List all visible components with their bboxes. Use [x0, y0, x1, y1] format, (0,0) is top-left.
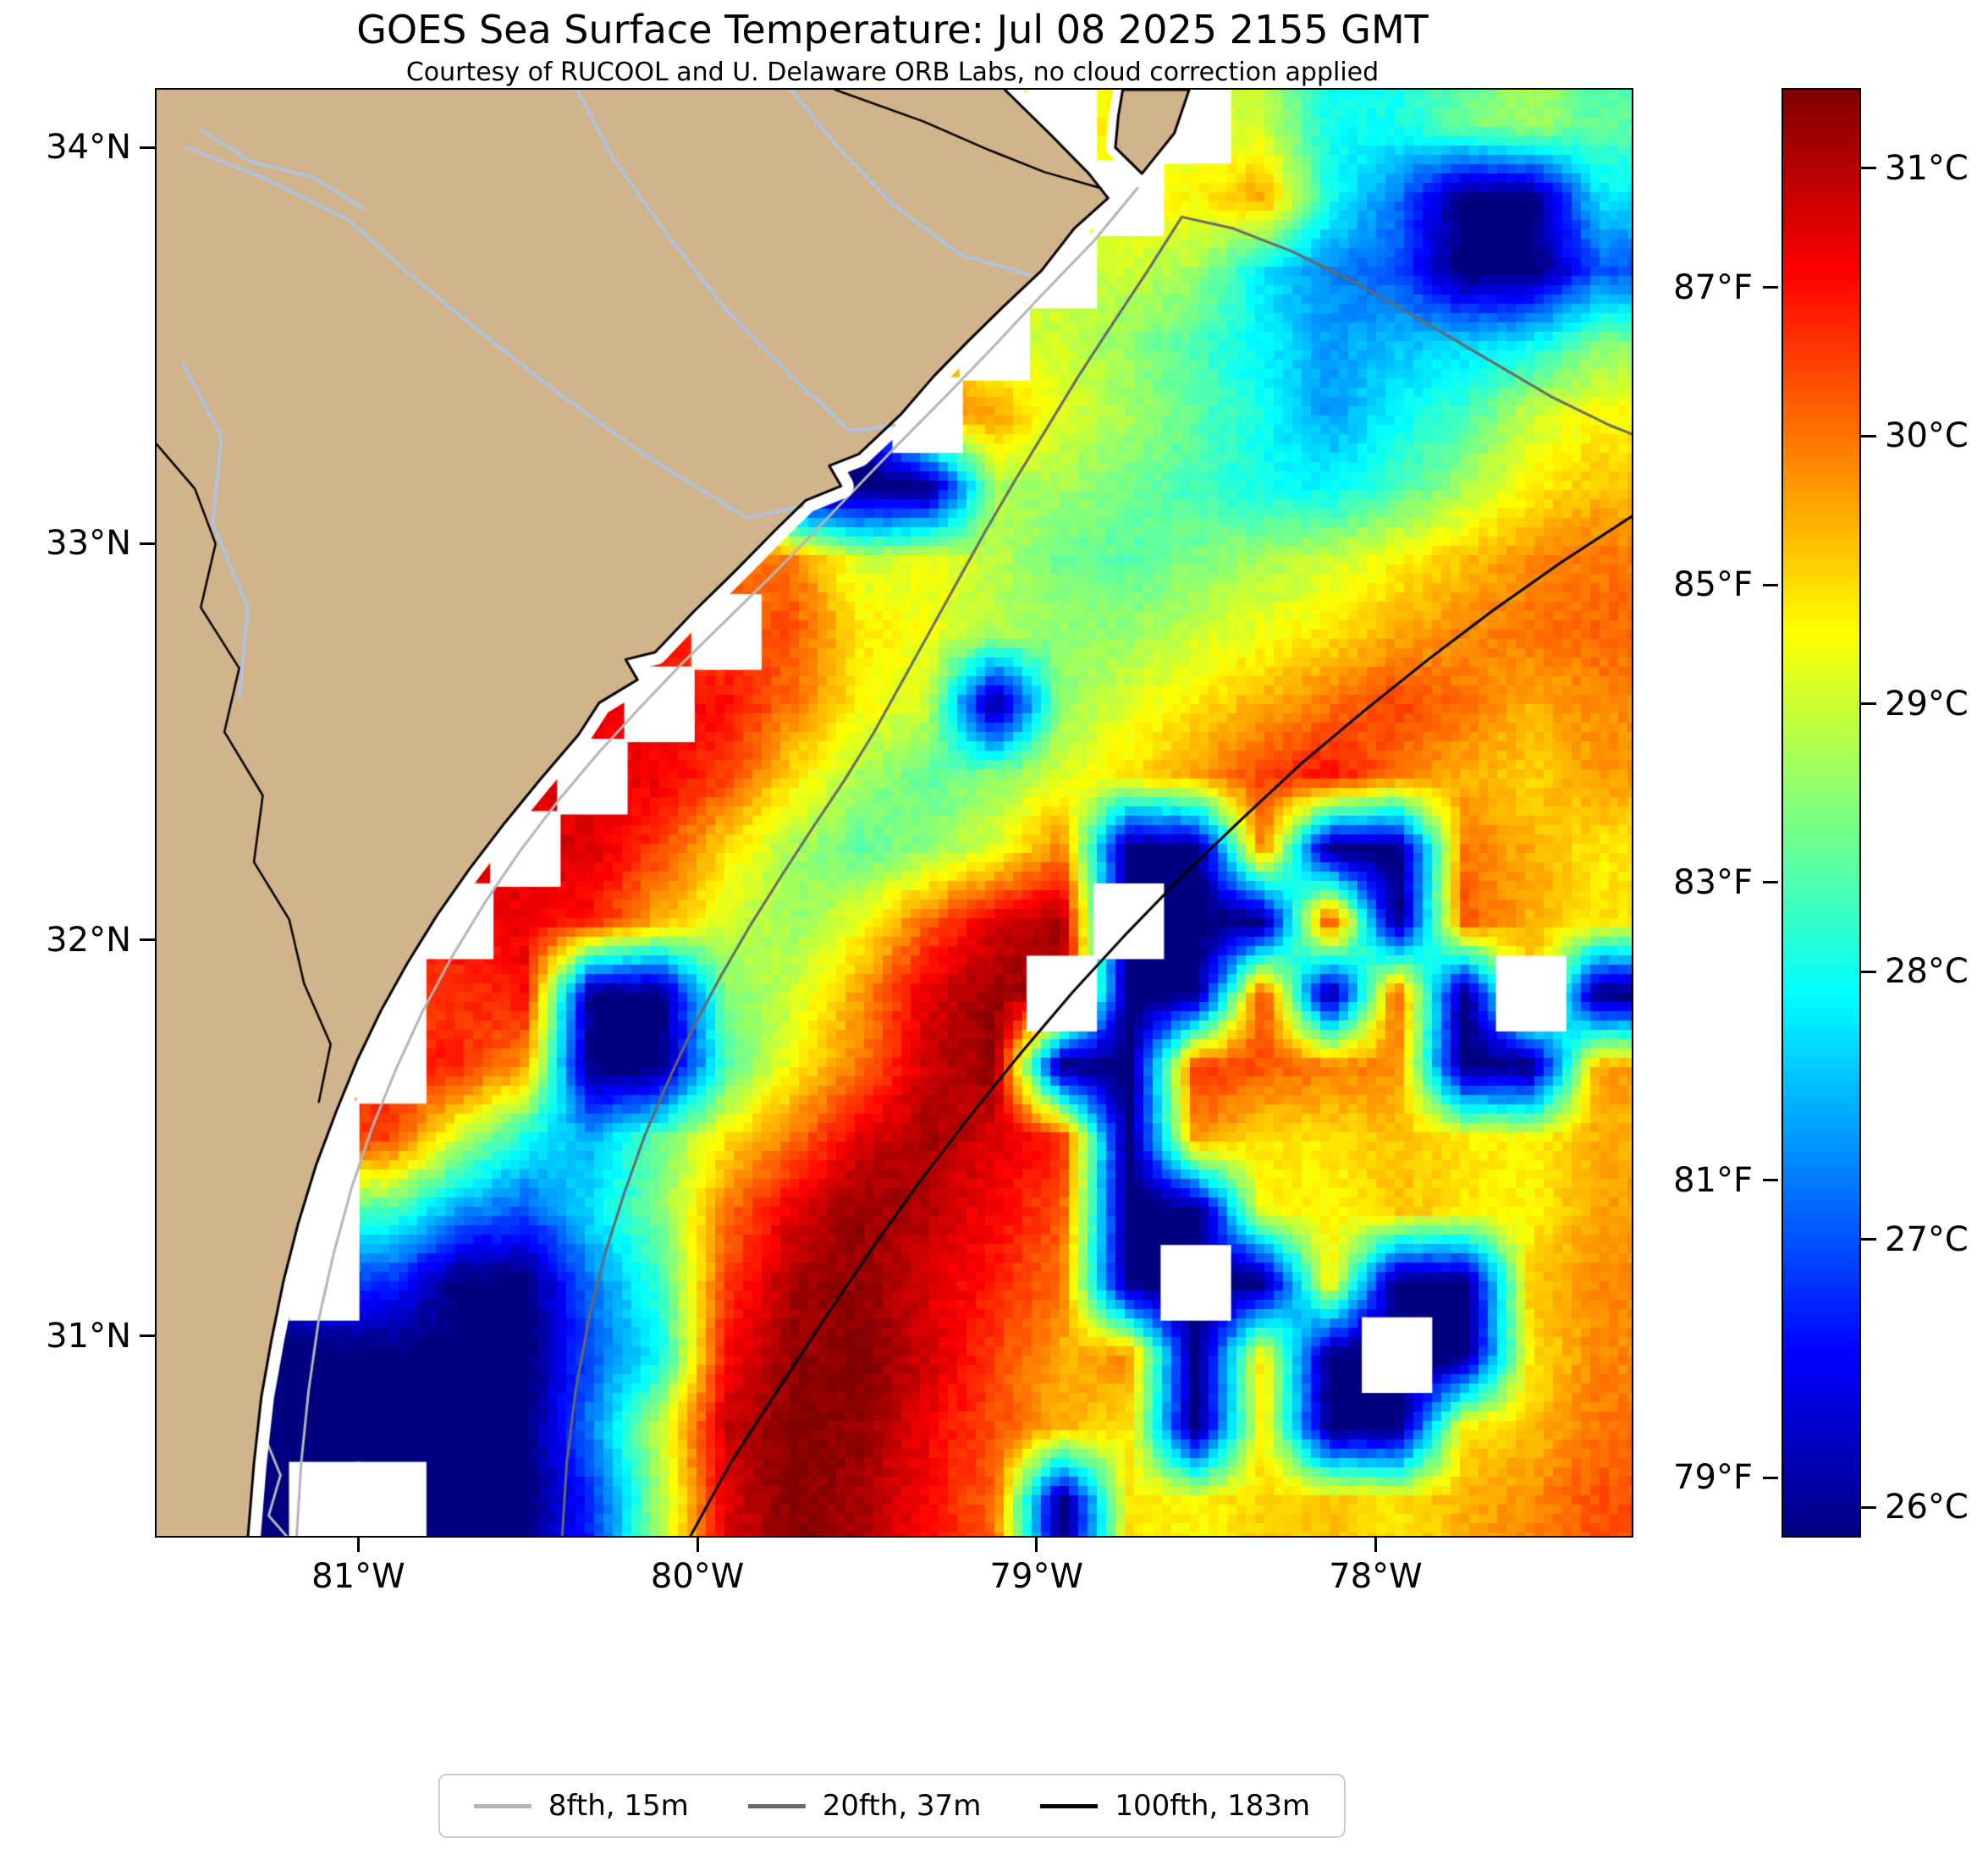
lon-tick-label: 80°W	[650, 1557, 745, 1596]
colorbar-fahrenheit-tick	[1763, 583, 1778, 586]
legend-line	[1040, 1803, 1099, 1808]
colorbar-celsius-label: 27°C	[1885, 1219, 1969, 1259]
lon-tick	[1035, 1537, 1038, 1552]
colorbar-celsius-label: 29°C	[1885, 684, 1969, 724]
lon-tick	[1374, 1537, 1377, 1552]
sst-map-canvas	[157, 90, 1632, 1536]
lat-tick-label: 34°N	[46, 128, 131, 168]
legend-item: 20fth, 37m	[747, 1789, 982, 1823]
legend-label: 100fth, 183m	[1115, 1789, 1311, 1823]
legend-label: 8fth, 15m	[548, 1789, 689, 1823]
colorbar-celsius-label: 31°C	[1885, 148, 1969, 188]
figure-subtitle: Courtesy of RUCOOL and U. Delaware ORB L…	[405, 58, 1379, 87]
lon-tick-label: 79°W	[989, 1557, 1084, 1596]
bathymetry-legend: 8fth, 15m 20fth, 37m 100fth, 183m	[438, 1774, 1346, 1838]
legend-label: 20fth, 37m	[822, 1789, 982, 1823]
colorbar-fahrenheit-label: 83°F	[1673, 862, 1753, 902]
lon-tick	[696, 1537, 699, 1552]
colorbar-fahrenheit-tick	[1763, 286, 1778, 289]
colorbar-fahrenheit-tick	[1763, 1476, 1778, 1479]
colorbar-fahrenheit-label: 87°F	[1673, 267, 1753, 307]
colorbar-frame	[1781, 88, 1861, 1538]
colorbar-canvas	[1783, 90, 1859, 1536]
lon-tick-label: 81°W	[311, 1557, 405, 1596]
legend-item: 100fth, 183m	[1040, 1789, 1310, 1823]
colorbar-fahrenheit-label: 79°F	[1673, 1458, 1753, 1498]
colorbar-celsius-label: 26°C	[1885, 1488, 1969, 1527]
lat-tick	[140, 542, 155, 545]
colorbar-fahrenheit-tick	[1763, 1179, 1778, 1182]
legend-item: 8fth, 15m	[473, 1789, 689, 1823]
lon-tick	[356, 1537, 360, 1552]
colorbar-fahrenheit-tick	[1763, 881, 1778, 884]
colorbar-fahrenheit-label: 85°F	[1673, 565, 1753, 605]
lat-tick-label: 31°N	[46, 1316, 131, 1356]
colorbar-fahrenheit-label: 81°F	[1673, 1160, 1753, 1200]
lat-tick	[140, 1334, 155, 1338]
colorbar-celsius-tick	[1861, 702, 1876, 706]
colorbar-celsius-tick	[1861, 167, 1876, 170]
colorbar-celsius-tick	[1861, 970, 1876, 973]
colorbar-celsius-tick	[1861, 434, 1876, 437]
lat-tick-label: 33°N	[46, 524, 131, 564]
lat-tick	[140, 146, 155, 149]
lon-tick-label: 78°W	[1329, 1557, 1423, 1596]
legend-line	[473, 1803, 531, 1808]
colorbar-celsius-tick	[1861, 1505, 1876, 1509]
colorbar-celsius-tick	[1861, 1238, 1876, 1241]
figure-title: GOES Sea Surface Temperature: Jul 08 202…	[356, 7, 1429, 52]
lat-tick-label: 32°N	[46, 920, 131, 960]
map-frame	[155, 88, 1633, 1538]
lat-tick	[140, 938, 155, 942]
colorbar-celsius-label: 30°C	[1885, 416, 1969, 456]
legend-line	[747, 1803, 806, 1808]
colorbar-celsius-label: 28°C	[1885, 952, 1969, 992]
